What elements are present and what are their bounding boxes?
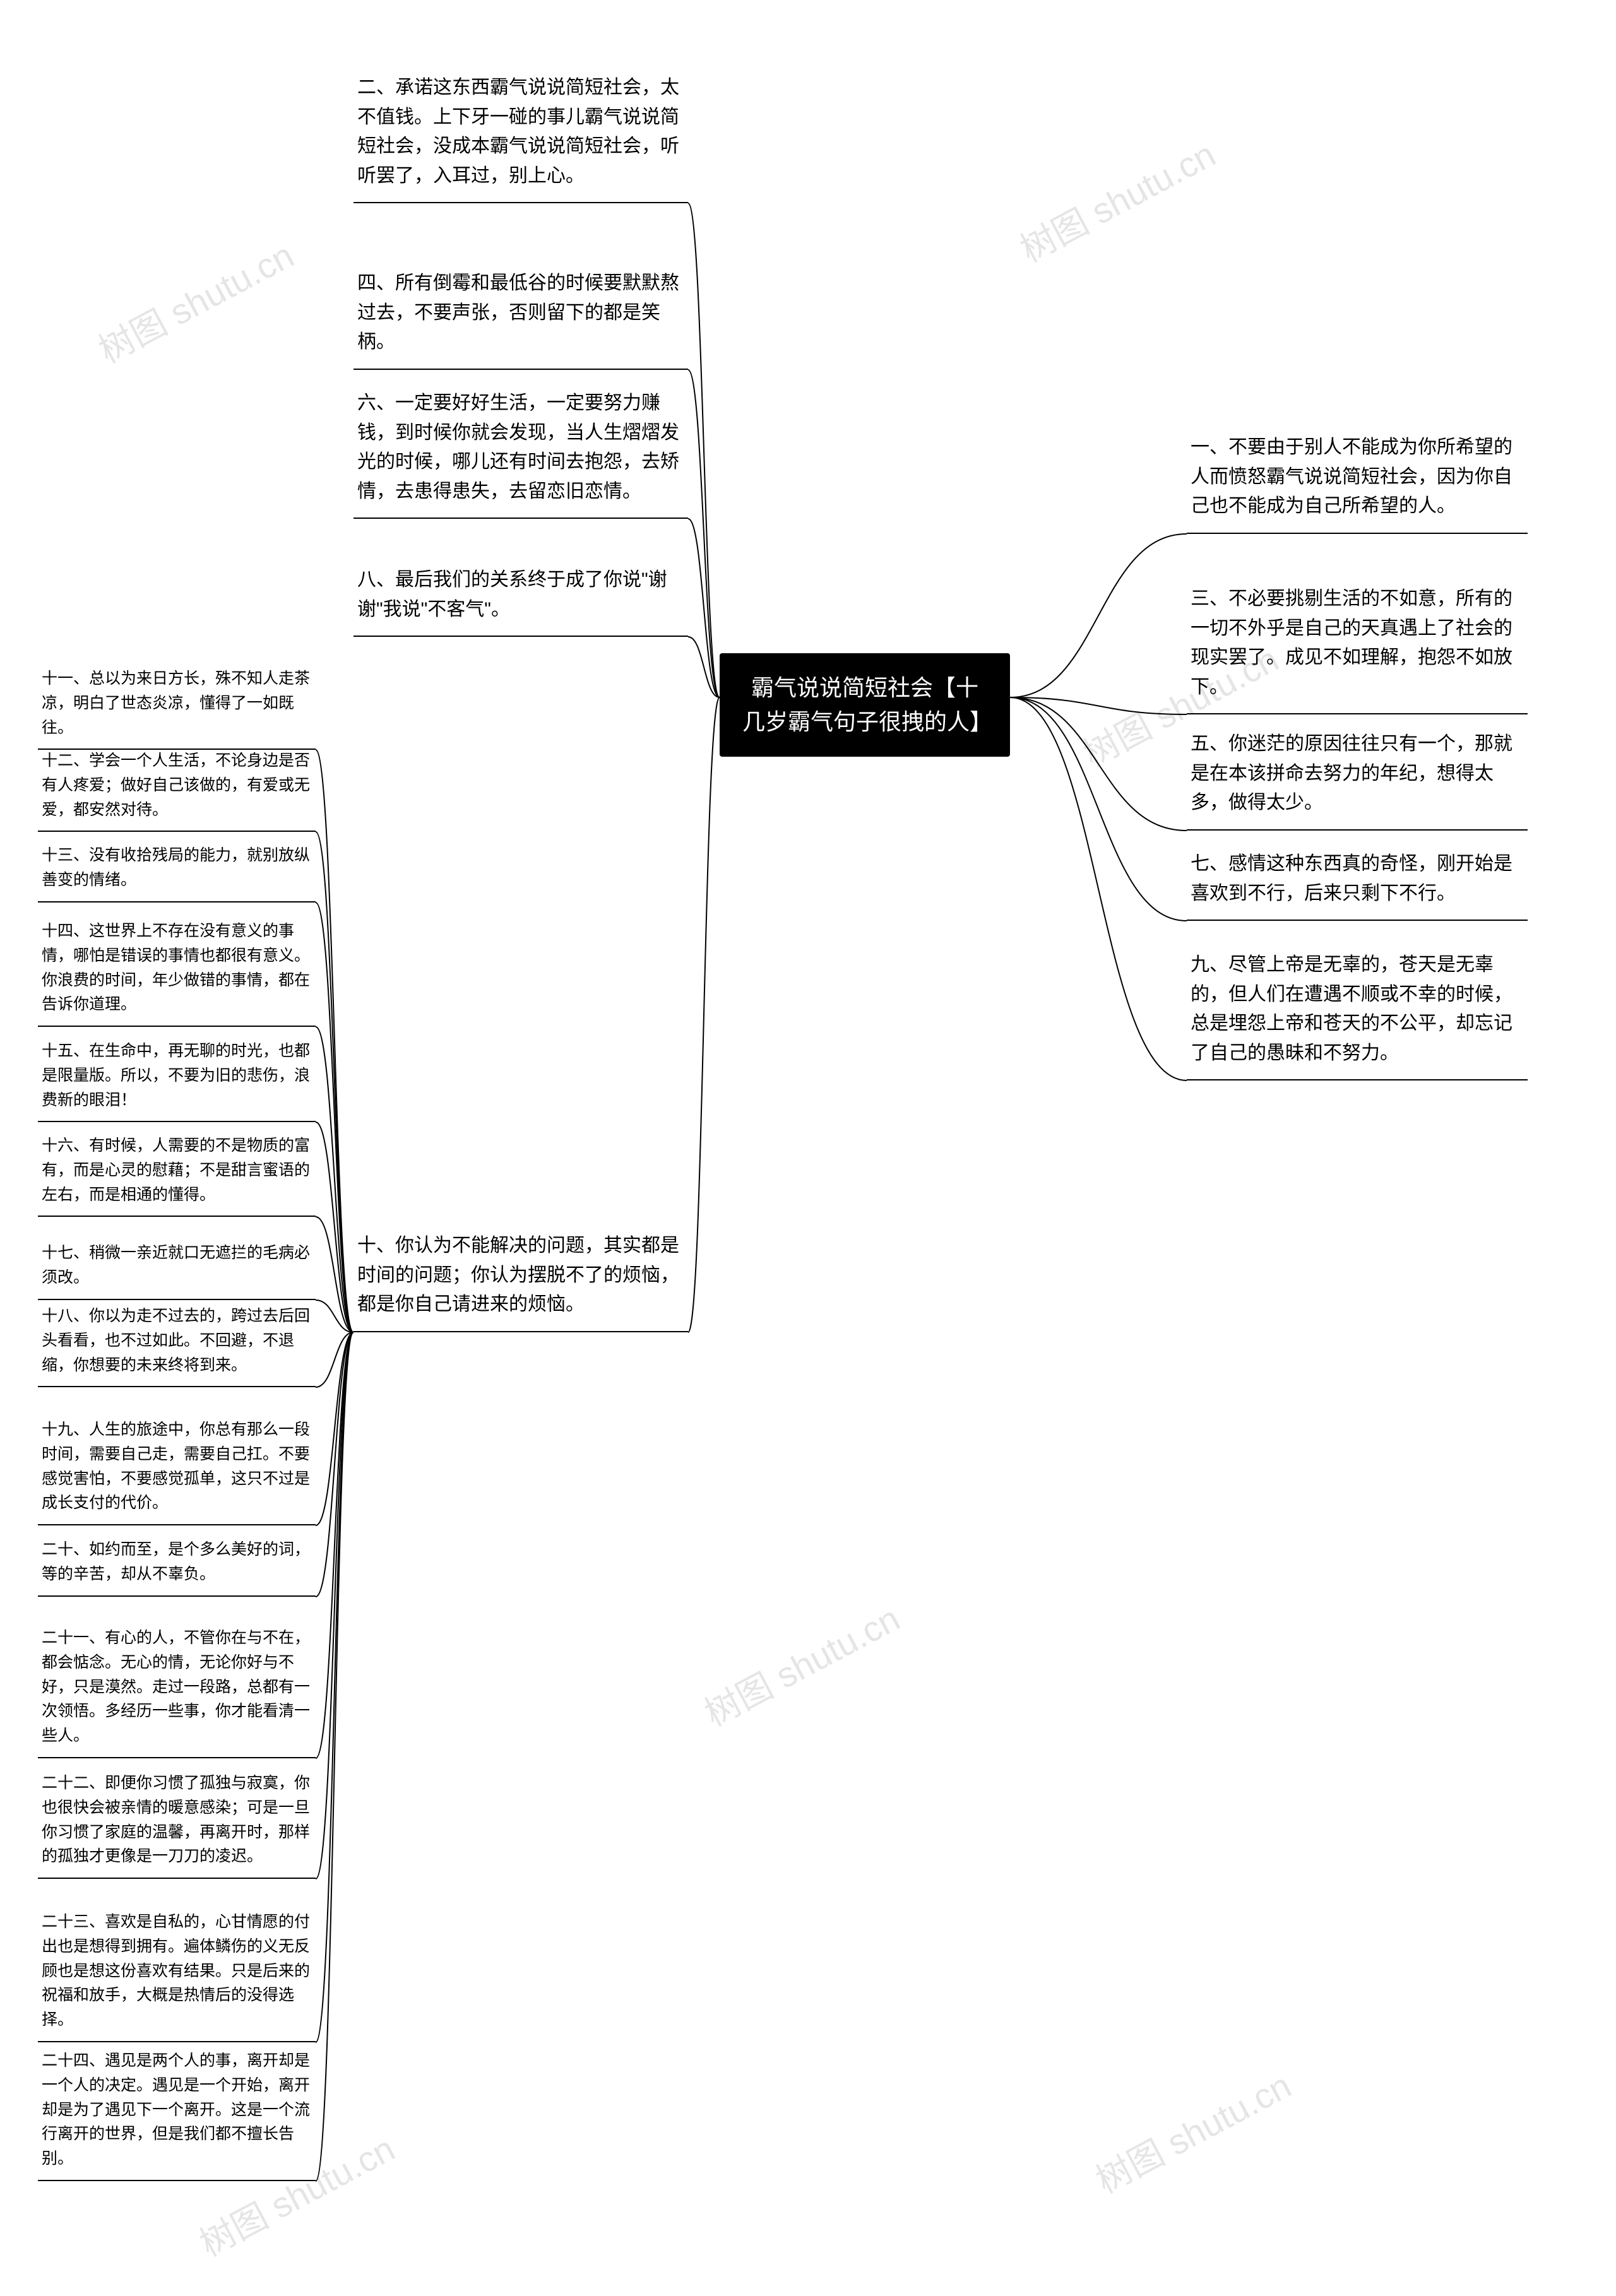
- leaf-node: 十九、人生的旅途中，你总有那么一段时间，需要自己走，需要自己扛。不要感觉害怕，不…: [38, 1414, 316, 1525]
- leaf-node: 十二、学会一个人生活，不论身边是否有人疼爱；做好自己该做的，有爱或无爱，都安然对…: [38, 745, 316, 832]
- watermark: 树图 shutu.cn: [88, 228, 302, 374]
- leaf-node: 二十四、遇见是两个人的事，离开却是一个人的决定。遇见是一个开始，离开却是为了遇见…: [38, 2045, 316, 2181]
- right-node: 三、不必要挑剔生活的不如意，所有的一切不外乎是自己的天真遇上了社会的现实罢了。成…: [1187, 581, 1528, 714]
- left-mid-node: 六、一定要好好生活，一定要努力赚钱，到时候你就会发现，当人生熠熠发光的时候，哪儿…: [354, 385, 688, 519]
- left-mid-node: 八、最后我们的关系终于成了你说"谢谢"我说"不客气"。: [354, 562, 688, 637]
- watermark: 树图 shutu.cn: [694, 1591, 908, 1737]
- leaf-node: 二十、如约而至，是个多么美好的词，等的辛苦，却从不辜负。: [38, 1534, 316, 1597]
- leaf-node: 十四、这世界上不存在没有意义的事情，哪怕是错误的事情也都很有意义。你浪费的时间，…: [38, 915, 316, 1027]
- watermark: 树图 shutu.cn: [1010, 127, 1223, 273]
- leaf-node: 二十一、有心的人，不管你在与不在，都会惦念。无心的情，无论你好与不好，只是漠然。…: [38, 1622, 316, 1758]
- leaf-node: 十七、稍微一亲近就口无遮拦的毛病必须改。: [38, 1237, 316, 1300]
- leaf-node: 十八、你以为走不过去的，跨过去后回头看看，也不过如此。不回避，不退缩，你想要的未…: [38, 1300, 316, 1387]
- leaf-node: 二十二、即便你习惯了孤独与寂寞，你也很快会被亲情的暖意感染；可是一旦你习惯了家庭…: [38, 1767, 316, 1879]
- right-node: 五、你迷茫的原因往往只有一个，那就是在本该拼命去努力的年纪，想得太多，做得太少。: [1187, 726, 1528, 831]
- leaf-node: 十三、没有收拾残局的能力，就别放纵善变的情绪。: [38, 839, 316, 902]
- right-node: 七、感情这种东西真的奇怪，刚开始是喜欢到不行，后来只剩下不行。: [1187, 846, 1528, 921]
- leaf-node: 十一、总以为来日方长，殊不知人走茶凉，明白了世态炎凉，懂得了一如既往。: [38, 663, 316, 750]
- leaf-node: 十六、有时候，人需要的不是物质的富有，而是心灵的慰藉；不是甜言蜜语的左右，而是相…: [38, 1130, 316, 1217]
- left-mid-node: 四、所有倒霉和最低谷的时候要默默熬过去，不要声张，否则留下的都是笑柄。: [354, 265, 688, 370]
- left-mid-node: 二、承诺这东西霸气说说简短社会，太不值钱。上下牙一碰的事儿霸气说说简短社会，没成…: [354, 69, 688, 203]
- leaf-node: 二十三、喜欢是自私的，心甘情愿的付出也是想得到拥有。遍体鳞伤的义无反顾也是想这份…: [38, 1906, 316, 2042]
- left-mid-node: 十、你认为不能解决的问题，其实都是时间的问题；你认为摆脱不了的烦恼，都是你自己请…: [354, 1228, 688, 1332]
- right-node: 一、不要由于别人不能成为你所希望的人而愤怒霸气说说简短社会，因为你自己也不能成为…: [1187, 429, 1528, 534]
- leaf-node: 十五、在生命中，再无聊的时光，也都是限量版。所以，不要为旧的悲伤，浪费新的眼泪！: [38, 1035, 316, 1122]
- root-node: 霸气说说简短社会【十几岁霸气句子很拽的人】: [720, 653, 1010, 757]
- right-node: 九、尽管上帝是无辜的，苍天是无辜的，但人们在遭遇不顺或不幸的时候，总是埋怨上帝和…: [1187, 947, 1528, 1080]
- watermark: 树图 shutu.cn: [1086, 2058, 1299, 2204]
- mindmap-canvas: 树图 shutu.cn 树图 shutu.cn 树图 shutu.cn 树图 shut…: [0, 0, 1616, 2296]
